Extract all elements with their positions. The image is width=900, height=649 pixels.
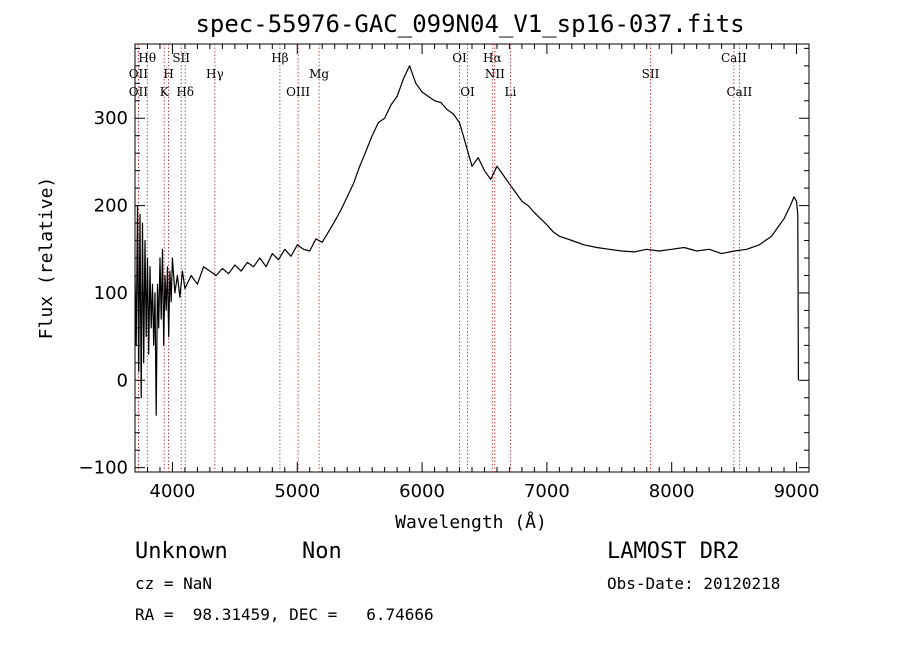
spectrum-line [134, 65, 800, 416]
emission-line-label: Mg [309, 67, 329, 81]
x-axis-label: Wavelength (Å) [395, 511, 547, 533]
y-tick-label: 300 [94, 108, 128, 129]
x-tick-label: 4000 [150, 481, 196, 502]
x-tick-label: 8000 [649, 481, 695, 502]
plot-frame [134, 43, 810, 473]
chart-title: spec-55976-GAC_099N04_V1_sp16-037.fits [195, 10, 744, 38]
class-label: Unknown [135, 539, 228, 564]
emission-line-label: K [160, 85, 170, 99]
emission-line-label: CaII [721, 51, 747, 65]
spectrum-series [134, 65, 800, 416]
emission-line-label: CaII [726, 85, 752, 99]
emission-line-label: OII [129, 85, 149, 99]
emission-line-label: OII [129, 67, 149, 81]
x-tick-label: 6000 [399, 481, 445, 502]
y-tick-label: 100 [94, 283, 128, 304]
survey-label: LAMOST DR2 [607, 539, 739, 564]
emission-line-label: Hα [483, 51, 502, 65]
y-tick-label: 200 [94, 196, 128, 217]
subclass-label: Non [302, 539, 342, 564]
x-tick-label: 9000 [774, 481, 820, 502]
emission-line-label: Hδ [176, 85, 194, 99]
axis-ticks: 4000 5000 6000 7000 8000 9000 −100 0 100 200 300 [79, 44, 820, 502]
y-tick-label: −100 [79, 458, 128, 479]
x-tick-label: 7000 [524, 481, 570, 502]
emission-line-label: H [163, 67, 173, 81]
emission-line-label: OIII [286, 85, 310, 99]
y-axis-label: Flux (relative) [36, 177, 57, 340]
x-tick-label: 5000 [274, 481, 320, 502]
emission-line-label: OI [452, 51, 467, 65]
emission-line-label: Hγ [206, 67, 224, 81]
emission-line-label: SII [642, 67, 660, 81]
emission-line-label: NII [485, 67, 505, 81]
redshift-text: cz = NaN [135, 574, 212, 593]
emission-line-label: Hβ [271, 51, 288, 65]
emission-line-label: Li [505, 85, 517, 99]
plot-border [134, 43, 810, 473]
coordinates-text: RA = 98.31459, DEC = 6.74666 [135, 605, 434, 624]
emission-line-label: OI [460, 85, 475, 99]
obs-date-text: Obs-Date: 20120218 [607, 574, 780, 593]
emission-line-label: SII [172, 51, 190, 65]
y-tick-label: 0 [117, 370, 128, 391]
emission-line-label: Hθ [138, 51, 156, 65]
